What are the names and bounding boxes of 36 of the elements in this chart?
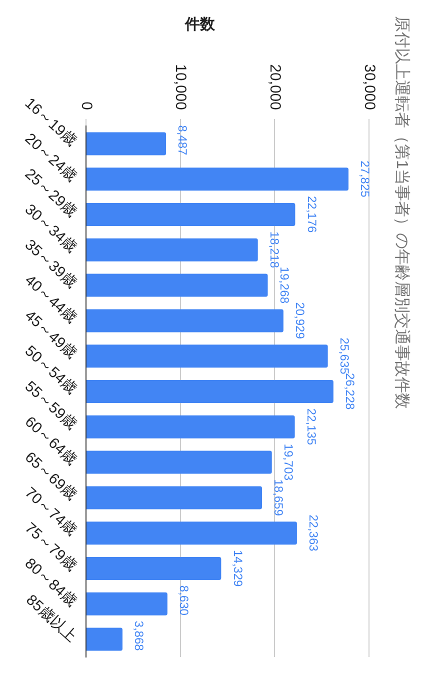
bar [86,556,222,580]
data-label: 8,630 [177,585,192,616]
bar [86,168,348,191]
x-tick-label: 20,000 [266,64,284,110]
data-label: 22,363 [306,514,321,552]
bar [86,274,268,297]
bar [86,309,284,332]
x-tick-label: 0 [78,102,95,110]
x-tick-label: 10,000 [172,64,190,110]
data-label: 18,218 [268,231,282,268]
bar [86,238,258,262]
data-label: 8,487 [176,125,190,156]
text: 原付以上運転者（第1当事者）の年齢層別交通事故件数 [393,16,410,409]
data-label: 3,868 [132,620,146,652]
data-label: 18,659 [272,479,286,516]
data-label: 27,825 [358,160,372,198]
x-axis-title: 件数 [185,16,215,33]
data-label: 19,268 [277,266,292,304]
data-label: 22,176 [304,196,319,234]
data-label: 19,703 [282,444,296,481]
data-label: 26,228 [343,372,358,410]
bar [86,592,168,616]
data-label: 25,635 [338,338,352,375]
bar [86,450,272,474]
bar [86,415,295,438]
bar [86,628,122,651]
bar [86,132,166,156]
bar [86,202,296,226]
x-tick-label: 30,000 [360,64,378,110]
bar [86,380,334,404]
data-label: 20,929 [293,302,308,340]
bar [86,486,262,510]
data-label: 22,135 [304,408,318,446]
bar [86,522,297,545]
bar [86,344,328,368]
data-label: 14,329 [230,550,245,588]
